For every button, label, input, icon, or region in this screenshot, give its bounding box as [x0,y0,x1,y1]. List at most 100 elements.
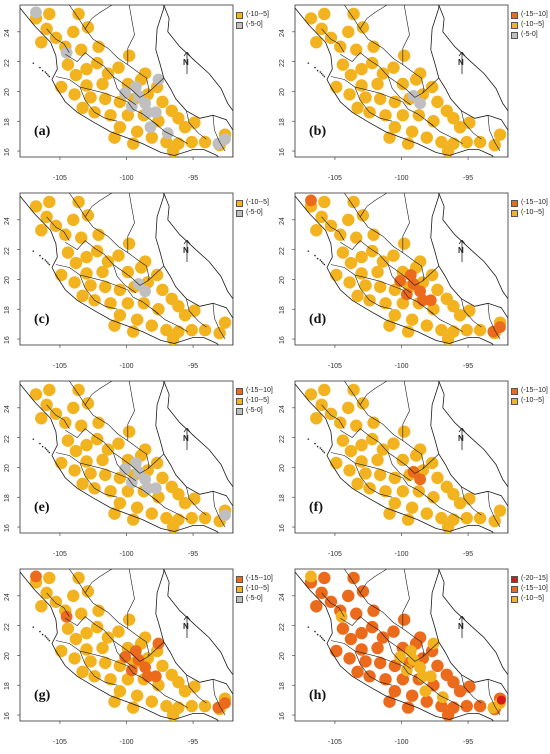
accent-blob [139,97,152,110]
coverage-blob [330,80,343,94]
y-tick-label: 22 [279,434,286,443]
x-tick-label: -105 [327,739,342,746]
coverage-blob [343,652,356,665]
north-arrow-icon: N [182,616,192,638]
coverage-blob [188,116,201,129]
coverage-blob [49,31,63,44]
coverage-blob [166,520,180,533]
coverage-blob [397,49,411,62]
state-border [330,452,403,479]
coverage-blob [447,112,460,125]
legend: (-15--10] (-10--5] (-5-0] [236,574,273,604]
accent-blob [487,701,500,714]
coverage-blob [99,280,112,294]
coverage-blob [356,21,370,34]
coverage-blob [334,416,347,429]
state-border [425,307,463,332]
map-panel-b: -105 -100 -95 16 18 20 22 24 (b) N (-15--10] (-10--… [275,0,550,188]
y-tick-label: 20 [279,652,286,661]
coverage-blob [431,283,444,297]
state-border [93,227,140,262]
coverage-blob [447,676,460,689]
coverage-blob [453,308,467,322]
state-border [212,679,226,716]
state-border [414,73,425,94]
legend-swatch [511,575,518,583]
coverage-blob [188,304,201,317]
accent-blob [414,285,427,298]
state-border [368,415,415,450]
coverage-blob [367,228,380,241]
coverage-blob [355,250,368,264]
coverage-blob [69,68,83,82]
state-border [321,592,345,617]
x-tick-label: -105 [52,363,67,370]
coverage-blob [460,511,473,525]
y-tick-label: 18 [4,682,11,691]
north-label: N [183,58,189,67]
coverage-blob [68,464,81,477]
accent-blob [394,275,407,287]
map-panel-h: -105 -100 -95 16 18 20 22 24 (h) N (-20--15] (-15--… [275,564,550,752]
coverage-blob [130,125,144,138]
coverage-blob [304,388,318,401]
legend-swatch [236,575,243,583]
x-tick-label: -100 [119,175,134,182]
island [314,66,316,69]
legend-label: (-15--10] [246,387,273,394]
island [47,74,49,76]
y-tick-label: 16 [4,712,11,721]
coverage-blob [145,695,158,708]
legend-item: (-15--10] [511,584,548,594]
accent-blob [152,637,165,650]
coverage-blob [75,419,88,432]
y-tick-label: 20 [4,464,11,473]
x-tick-label: -105 [327,363,342,370]
coverage-blob [379,297,392,310]
legend-swatch [511,585,518,593]
state-border [150,683,188,708]
coverage-blob [405,313,419,326]
coverage-blob [166,332,180,345]
legend-item: (-5-0] [511,30,548,40]
coverage-blob [388,283,402,297]
coverage-blob [388,496,402,510]
coverage-blob [112,437,125,450]
coverage-blob [218,316,232,329]
coverage-blob [355,438,368,452]
coverage-blob [96,265,109,279]
coverage-blob [113,659,127,673]
state-border [368,603,415,638]
coverage-blob [387,625,400,638]
coverage-blob [356,397,370,410]
coverage-blob [488,138,501,152]
island [307,250,310,252]
coverage-blob [359,91,372,104]
x-tick-label: -100 [394,551,409,558]
coverage-blob [150,456,164,470]
island [323,451,326,454]
coverage-blob [351,289,364,303]
coverage-blob [76,665,89,679]
coverage-blob [405,501,419,514]
coverage-blob [379,109,392,122]
coverage-blob [49,219,63,232]
accent-blob [424,294,437,307]
coverage-blob [324,595,338,608]
island [314,630,316,633]
coverage-blob [376,67,390,80]
accent-blob [335,610,348,623]
coverage-blob [310,224,323,237]
x-tick-label: -105 [327,551,342,558]
coverage-blob [324,219,338,232]
accent-blob [129,457,142,469]
island [41,257,44,260]
legend-item: (-5-0] [236,208,269,218]
coverage-blob [350,607,363,620]
coverage-blob [112,249,125,262]
island [316,633,319,636]
accent-blob [394,651,407,663]
gulf-boundary [438,5,508,112]
coverage-blob [387,61,400,74]
x-tick-label: -105 [52,175,67,182]
